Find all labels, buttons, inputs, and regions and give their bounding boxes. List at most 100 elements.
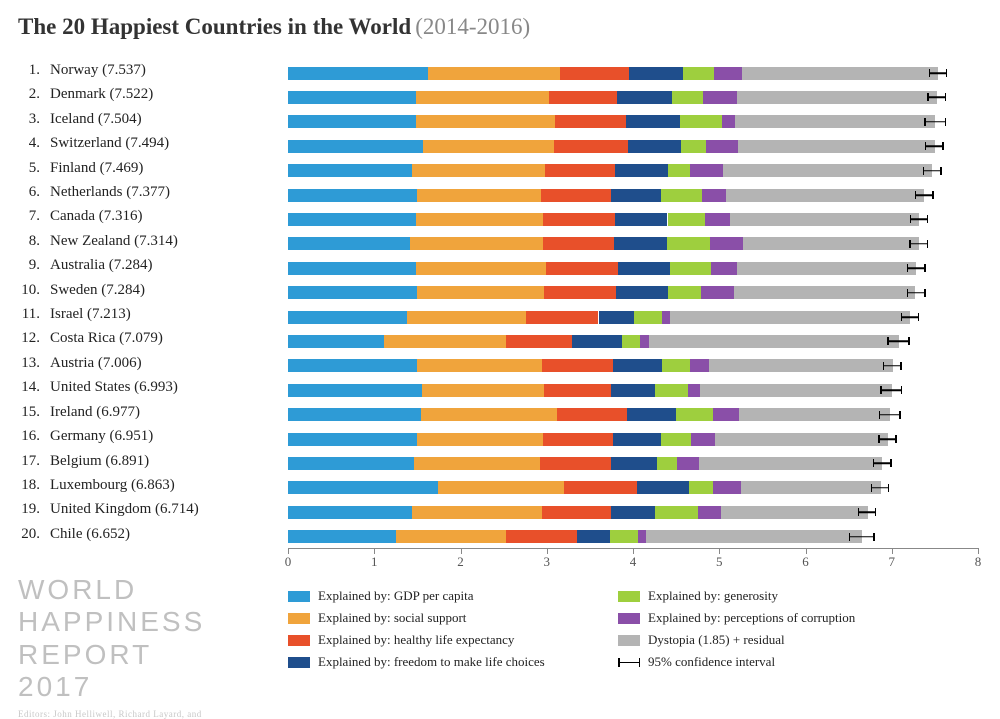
legend-swatch bbox=[618, 613, 640, 624]
bar-segment-generosity bbox=[657, 457, 677, 470]
legend-item: Explained by: perceptions of corruption bbox=[618, 610, 958, 626]
bar-segment-corruption bbox=[713, 408, 739, 421]
x-axis: 012345678 bbox=[288, 548, 978, 570]
ci-cap bbox=[873, 533, 875, 541]
bar-segment-health bbox=[541, 189, 611, 202]
axis-tick-label: 5 bbox=[716, 554, 723, 570]
ci-cap bbox=[875, 508, 877, 516]
bar-segment-generosity bbox=[610, 530, 638, 543]
bar-segment-health bbox=[544, 286, 616, 299]
bar-segment-health bbox=[557, 408, 627, 421]
ci-cap bbox=[890, 459, 892, 467]
legend-swatch bbox=[618, 635, 640, 646]
bar-segment-gdp bbox=[288, 140, 423, 153]
bar-segment-gdp bbox=[288, 506, 412, 519]
country-list-item: 9.Australia (7.284) bbox=[18, 253, 268, 277]
ci-cap bbox=[915, 191, 917, 199]
bar-segment-health bbox=[544, 384, 610, 397]
ci-cap bbox=[879, 411, 881, 419]
bar-segment-freedom bbox=[599, 311, 634, 324]
country-name: Canada (7.316) bbox=[50, 204, 142, 228]
bar-segment-gdp bbox=[288, 359, 417, 372]
bar-segment-corruption bbox=[713, 481, 741, 494]
bar-segment-health bbox=[506, 335, 572, 348]
country-rank: 9. bbox=[18, 253, 50, 277]
country-rank: 16. bbox=[18, 424, 50, 448]
ci-cap bbox=[925, 142, 927, 150]
bar-segment-gdp bbox=[288, 530, 396, 543]
bar-segment-health bbox=[549, 91, 617, 104]
bar-segment-corruption bbox=[722, 115, 735, 128]
ci-cap bbox=[924, 118, 926, 126]
country-name: Switzerland (7.494) bbox=[50, 131, 169, 155]
country-list-item: 18.Luxembourg (6.863) bbox=[18, 473, 268, 497]
bar-segment-health bbox=[546, 262, 618, 275]
country-list-item: 5.Finland (7.469) bbox=[18, 156, 268, 180]
bar-segment-dystopia bbox=[670, 311, 910, 324]
ci-cap bbox=[945, 118, 947, 126]
bar-segment-health bbox=[560, 67, 629, 80]
bar-segment-social bbox=[417, 433, 544, 446]
country-name: Belgium (6.891) bbox=[50, 449, 149, 473]
bar-segment-dystopia bbox=[743, 237, 920, 250]
bar-segment-dystopia bbox=[741, 481, 881, 494]
ci-cap bbox=[883, 362, 885, 370]
bar-segment-freedom bbox=[614, 237, 667, 250]
ci-whisker bbox=[881, 389, 902, 391]
bar-segment-gdp bbox=[288, 164, 412, 177]
bar-segment-gdp bbox=[288, 67, 428, 80]
legend-item: Explained by: GDP per capita bbox=[288, 588, 608, 604]
country-list-item: 2.Denmark (7.522) bbox=[18, 82, 268, 106]
legend-label: Explained by: social support bbox=[318, 610, 466, 626]
ci-cap bbox=[918, 313, 920, 321]
bar-segment-corruption bbox=[690, 359, 709, 372]
bar-segment-freedom bbox=[611, 506, 655, 519]
bar-segment-gdp bbox=[288, 457, 414, 470]
bar-segment-dystopia bbox=[700, 384, 891, 397]
ci-cap bbox=[907, 289, 909, 297]
title-bold: The 20 Happiest Countries in the World bbox=[18, 14, 411, 39]
page-title: The 20 Happiest Countries in the World (… bbox=[18, 14, 982, 40]
bar-segment-social bbox=[410, 237, 544, 250]
bar-segment-freedom bbox=[615, 164, 668, 177]
bar-segment-freedom bbox=[628, 140, 681, 153]
country-rank: 20. bbox=[18, 522, 50, 546]
ci-whisker bbox=[928, 97, 945, 99]
country-list-item: 6.Netherlands (7.377) bbox=[18, 180, 268, 204]
legend-item: Explained by: freedom to make life choic… bbox=[288, 654, 608, 670]
bar-segment-social bbox=[412, 164, 545, 177]
legend-item: Explained by: healthy life expectancy bbox=[288, 632, 608, 648]
axis-tick-label: 7 bbox=[889, 554, 896, 570]
bar-segment-social bbox=[416, 262, 546, 275]
bar-segment-generosity bbox=[683, 67, 714, 80]
chart-area bbox=[288, 58, 978, 548]
bar-segment-generosity bbox=[634, 311, 662, 324]
country-rank: 17. bbox=[18, 449, 50, 473]
bar-segment-social bbox=[384, 335, 506, 348]
country-name: New Zealand (7.314) bbox=[50, 229, 178, 253]
legend-label: 95% confidence interval bbox=[648, 654, 775, 670]
bar-segment-health bbox=[540, 457, 611, 470]
ci-cap bbox=[880, 386, 882, 394]
bar-segment-dystopia bbox=[737, 262, 916, 275]
bar-segment-health bbox=[554, 140, 628, 153]
bar-segment-social bbox=[417, 189, 540, 202]
ci-cap bbox=[849, 533, 851, 541]
bar-segment-dystopia bbox=[734, 286, 915, 299]
bar-segment-freedom bbox=[618, 262, 670, 275]
bar-segment-corruption bbox=[701, 286, 734, 299]
bar-segment-health bbox=[543, 237, 614, 250]
ci-cap bbox=[923, 167, 925, 175]
bar-segment-health bbox=[555, 115, 627, 128]
bar-segment-health bbox=[545, 164, 615, 177]
bar-segment-gdp bbox=[288, 286, 417, 299]
legend-swatch bbox=[288, 591, 310, 602]
bar-segment-generosity bbox=[668, 164, 690, 177]
country-list: 1.Norway (7.537)2.Denmark (7.522)3.Icela… bbox=[18, 58, 268, 546]
bar-segment-social bbox=[396, 530, 506, 543]
axis-tick-label: 1 bbox=[371, 554, 378, 570]
legend-item: 95% confidence interval bbox=[618, 654, 958, 670]
ci-whisker bbox=[916, 194, 933, 196]
bar-segment-social bbox=[416, 213, 544, 226]
legend-item: Explained by: social support bbox=[288, 610, 608, 626]
